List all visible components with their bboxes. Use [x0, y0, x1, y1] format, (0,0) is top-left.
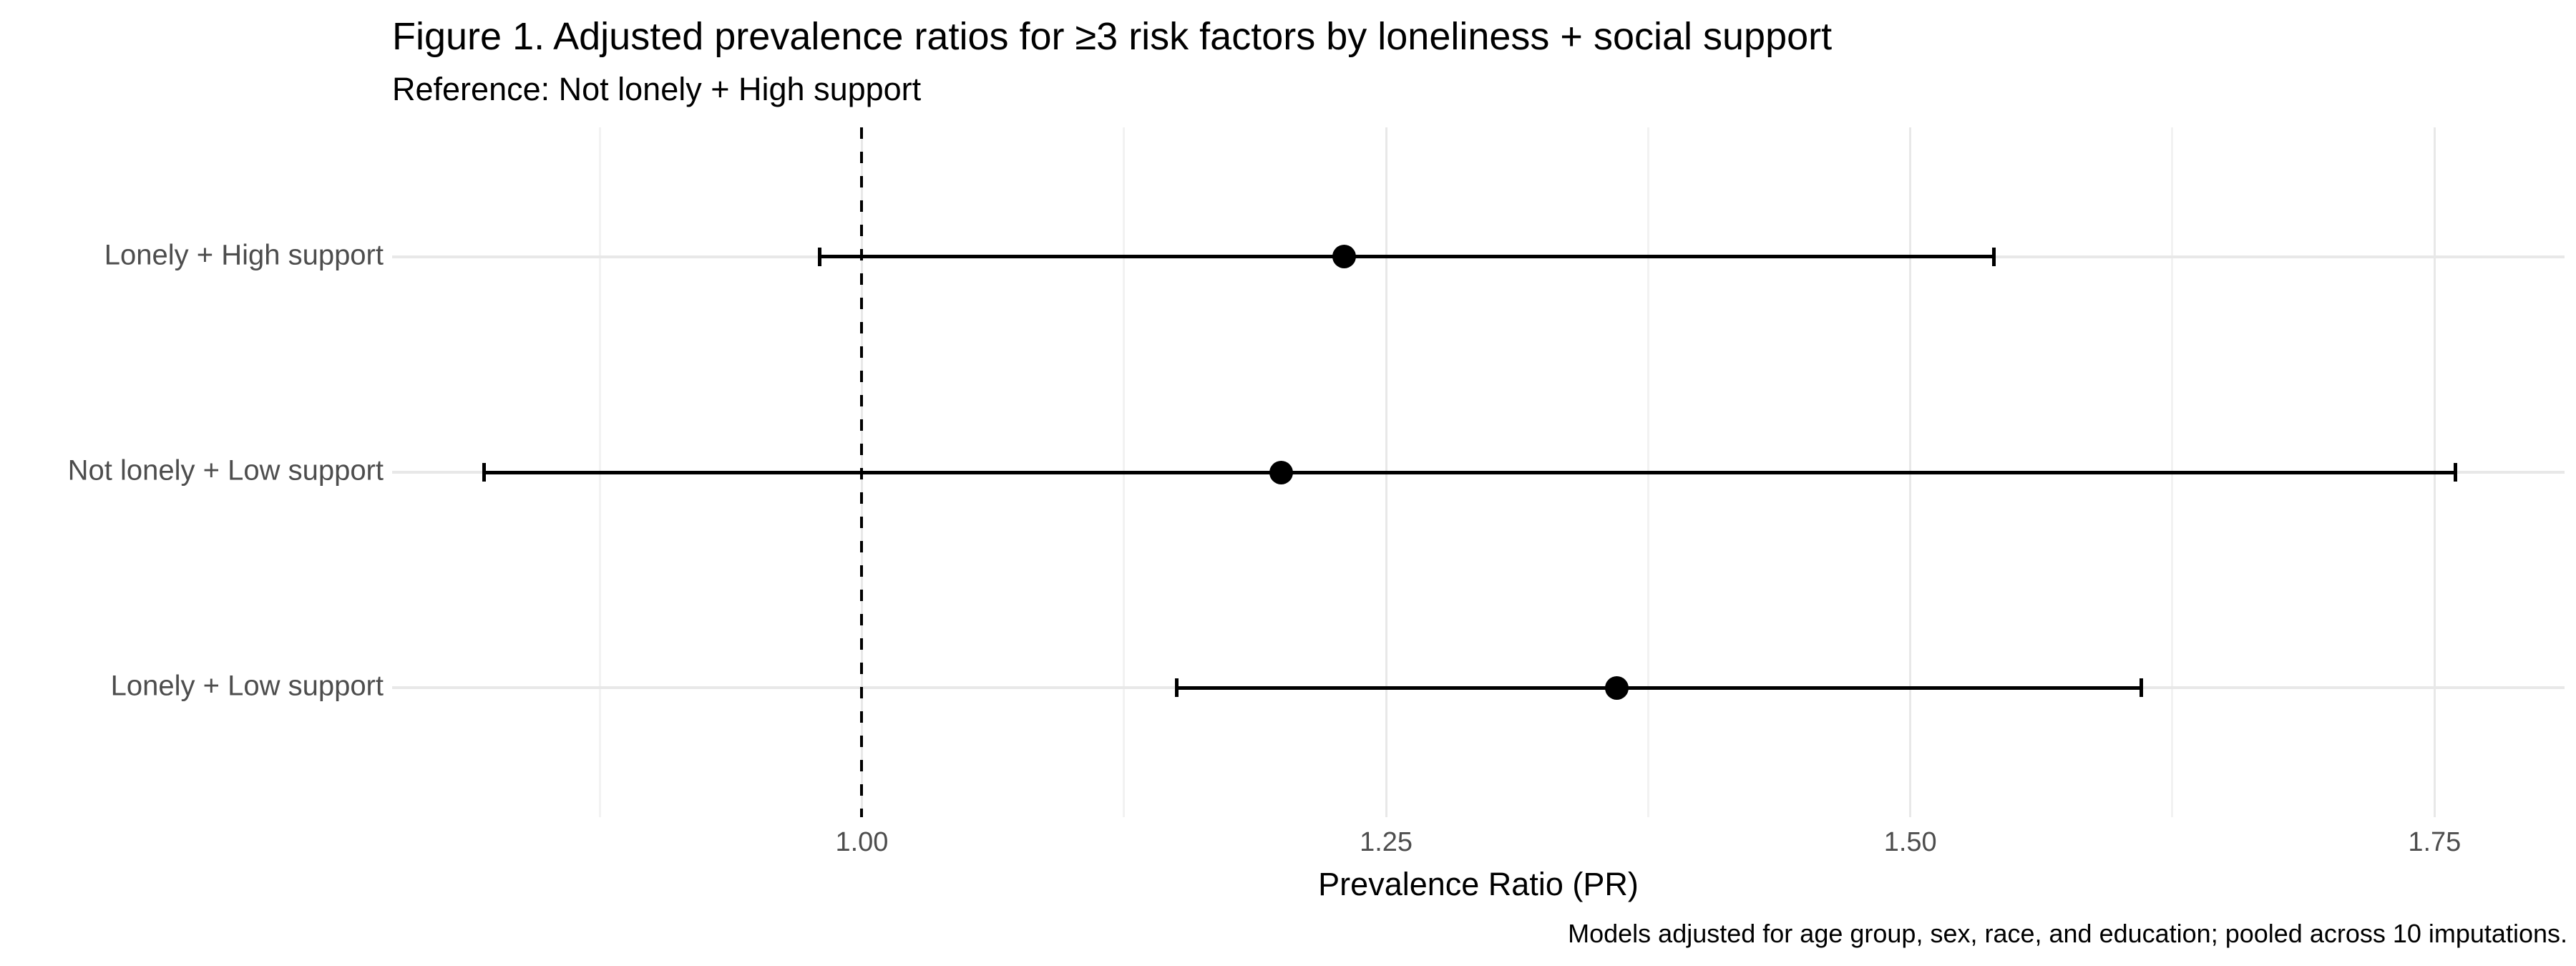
x-axis-title: Prevalence Ratio (PR)	[1318, 866, 1639, 902]
point-estimate	[1332, 245, 1356, 269]
plot-panel	[392, 127, 2565, 817]
error-bar-cap-left	[482, 463, 487, 482]
error-bar-cap-right	[2139, 678, 2143, 698]
error-bar-cap-left	[818, 247, 822, 266]
x-tick-label: 1.00	[835, 827, 889, 857]
error-bar	[819, 255, 1994, 259]
category-label: Lonely + High support	[104, 239, 384, 271]
chart-caption: Models adjusted for age group, sex, race…	[1568, 919, 2567, 948]
error-bar	[484, 470, 2456, 474]
x-tick-label: 1.25	[1360, 827, 1413, 857]
error-bar-cap-right	[1992, 247, 1996, 266]
chart-subtitle: Reference: Not lonely + High support	[392, 71, 922, 107]
error-bar	[1176, 686, 2142, 690]
error-bar-cap-right	[2454, 463, 2458, 482]
x-tick-label: 1.50	[1883, 827, 1937, 857]
category-label: Lonely + Low support	[110, 670, 384, 702]
point-estimate	[1604, 675, 1629, 700]
error-bar-cap-left	[1174, 678, 1179, 698]
point-estimate	[1269, 460, 1294, 484]
x-tick-label: 1.75	[2408, 827, 2462, 857]
category-label: Not lonely + Low support	[67, 454, 384, 487]
chart-title: Figure 1. Adjusted prevalence ratios for…	[392, 15, 1833, 58]
